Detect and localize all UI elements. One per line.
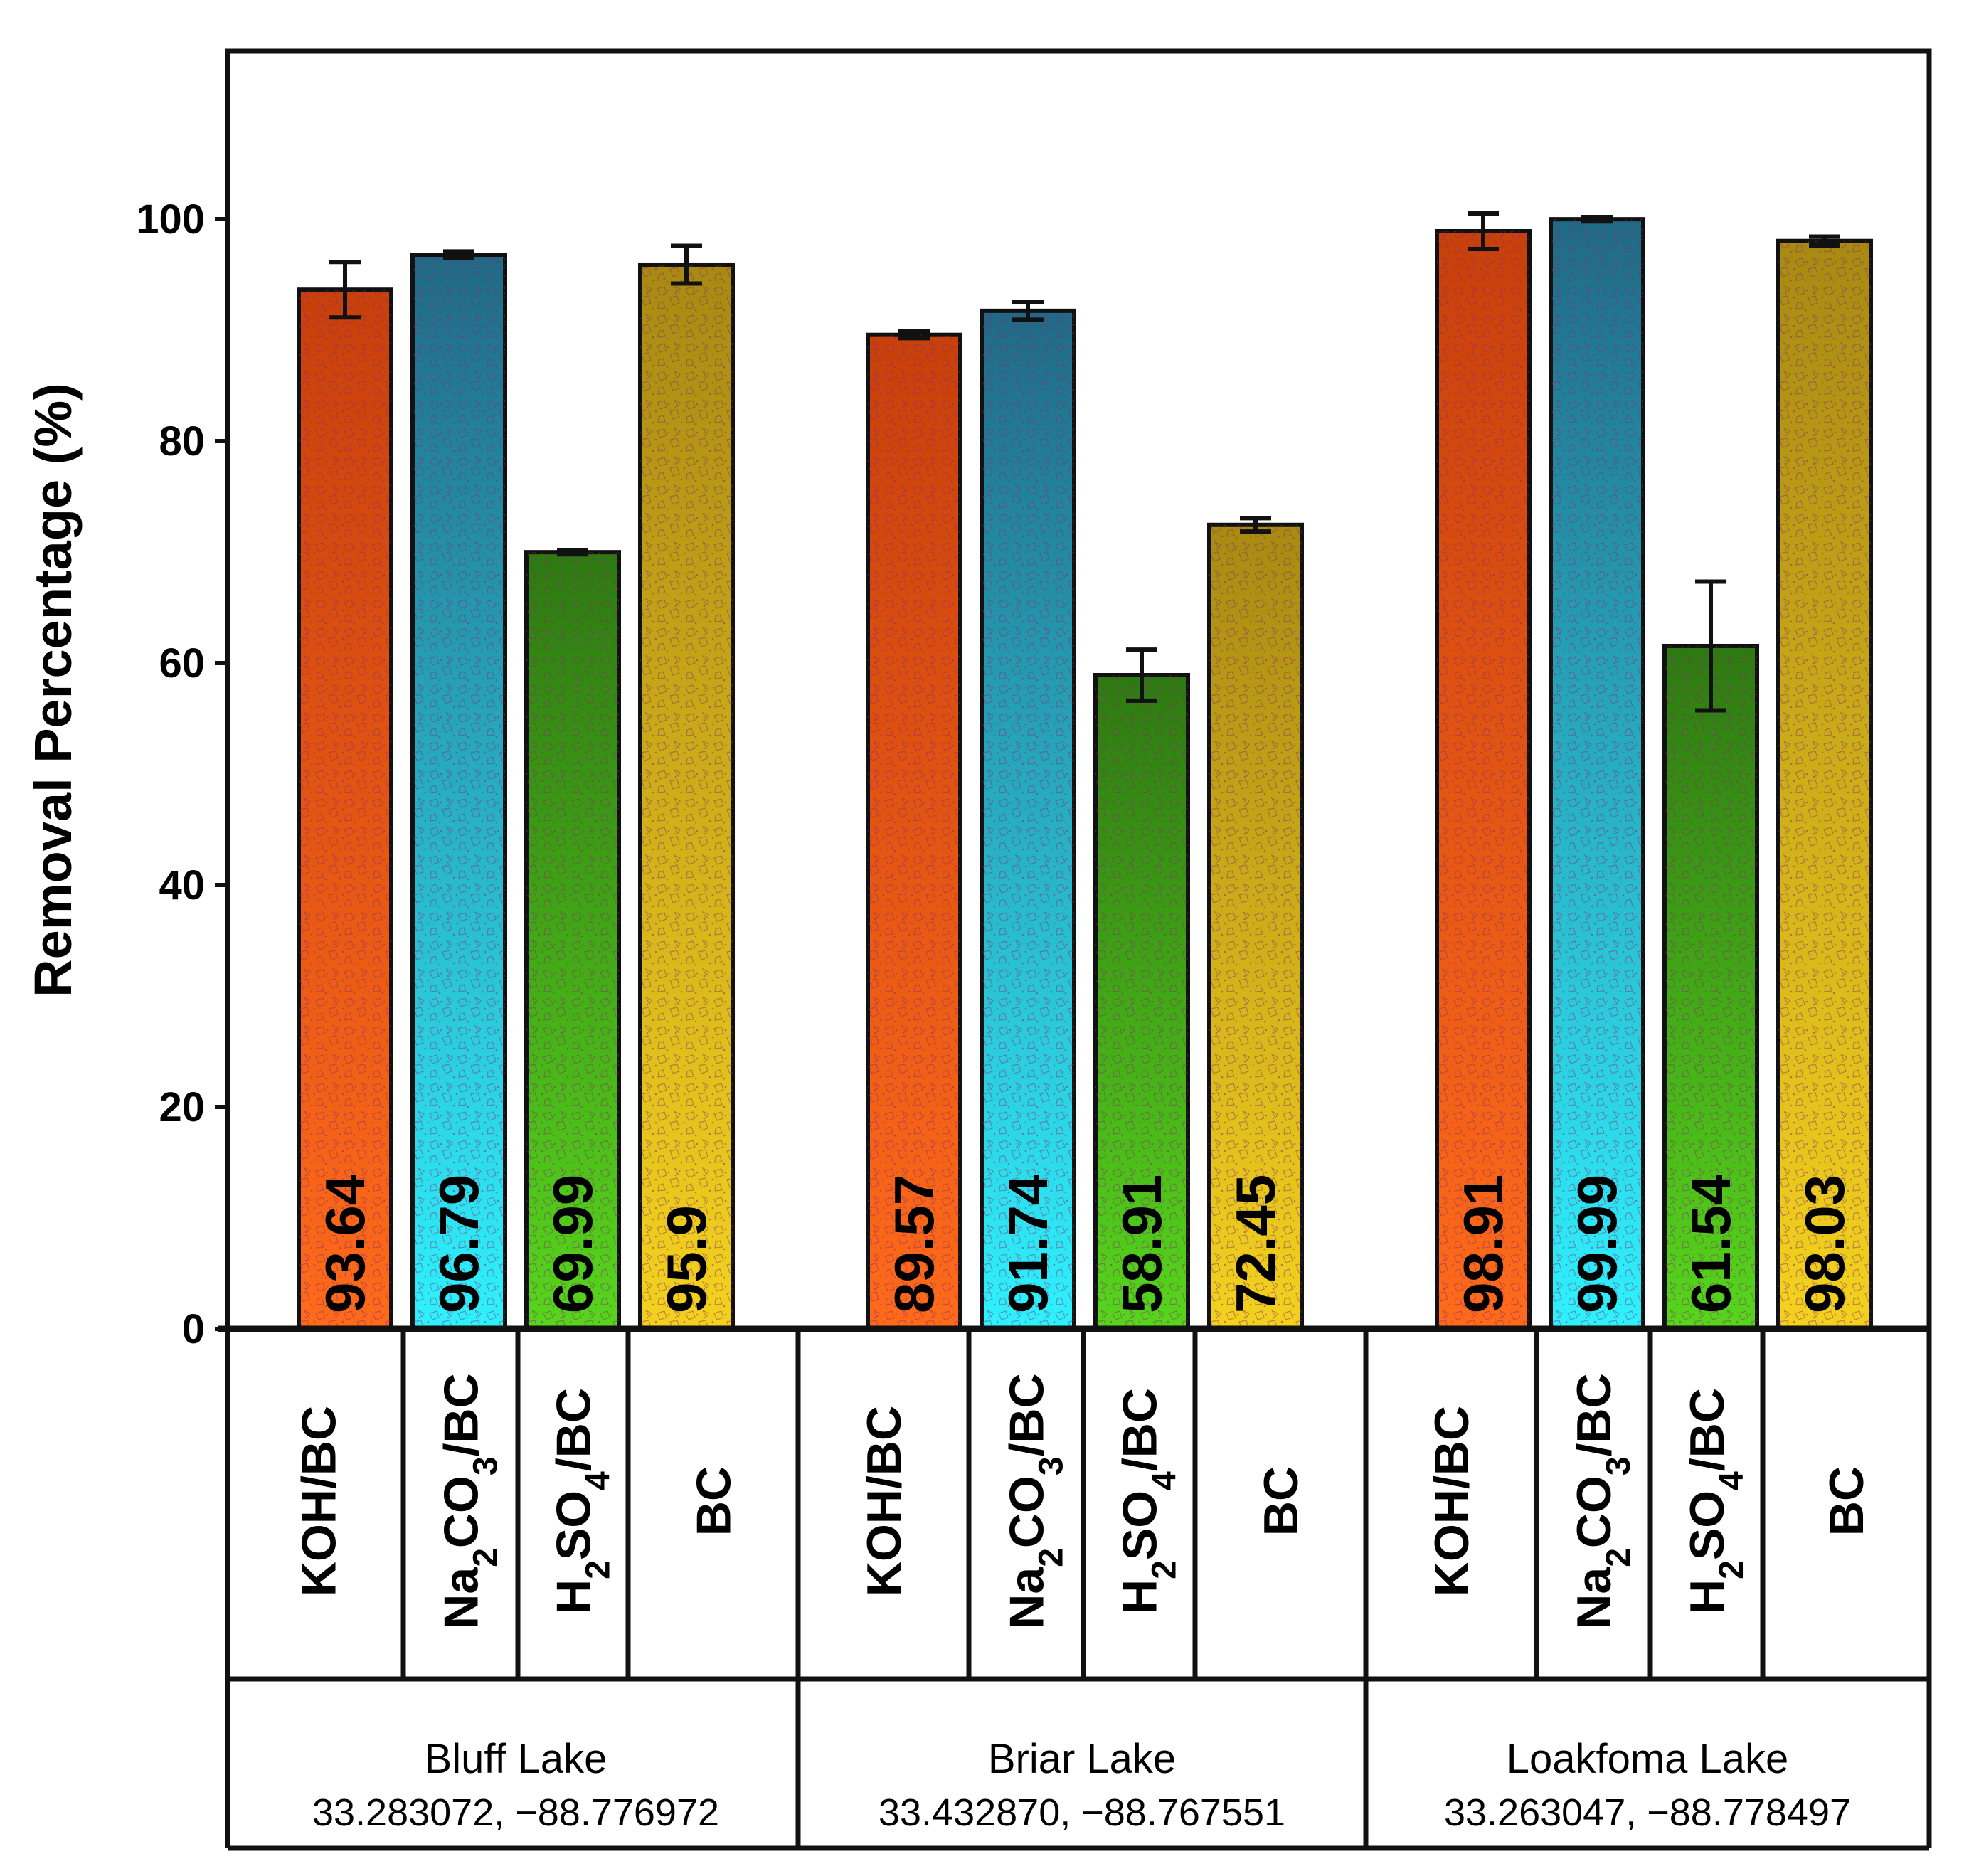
data-label: 58.91 (1110, 1175, 1173, 1313)
y-tick-label: 60 (159, 640, 205, 687)
bar-texture (526, 552, 619, 1329)
category-label: H2SO4/BC (1680, 1388, 1751, 1614)
lake-coordinates: 33.432870, −88.767551 (879, 1791, 1285, 1834)
plot-area: 93.64 96.79 69.99 95.9 89.57 91.74 58.91 72.45 9… (297, 211, 1873, 1332)
error-bar (557, 548, 588, 557)
y-tick-label: 20 (159, 1084, 205, 1130)
error-bar (1012, 300, 1044, 322)
bar-texture (1665, 645, 1757, 1329)
plot-frame (225, 48, 1932, 1329)
data-label: 96.79 (428, 1175, 490, 1313)
error-bar (443, 249, 474, 260)
bar-texture (982, 310, 1074, 1330)
data-label: 95.9 (655, 1205, 718, 1313)
data-label: 91.74 (997, 1175, 1059, 1313)
lake-name: Briar Lake (988, 1736, 1176, 1782)
lake-coordinates: 33.283072, −88.776972 (312, 1791, 719, 1834)
data-label: 61.54 (1679, 1175, 1742, 1313)
category-label: H2SO4/BC (1113, 1388, 1184, 1614)
data-label: 72.45 (1224, 1175, 1287, 1313)
y-tick-label: 40 (159, 862, 205, 908)
y-tick-label: 0 (182, 1306, 205, 1352)
y-tick-label: 80 (159, 418, 205, 465)
error-bar (1695, 579, 1726, 713)
category-label: Na2CO3/BC (435, 1373, 505, 1628)
bar-texture (1437, 231, 1529, 1329)
error-bar (329, 260, 361, 320)
category-table: KOH/BC Na2CO3/BC H2SO4/BC BC Bluff Lake 33.28… (225, 1329, 1932, 1851)
category-label: H2SO4/BC (547, 1388, 617, 1614)
bar-texture (868, 334, 960, 1329)
bar-texture (413, 255, 505, 1330)
error-bar (671, 243, 702, 286)
category-label: KOH/BC (857, 1406, 911, 1596)
data-label: 93.64 (314, 1175, 376, 1313)
category-label: BC (1254, 1466, 1308, 1536)
data-label: 69.99 (541, 1175, 604, 1313)
error-bar (1468, 211, 1499, 251)
data-label: 99.99 (1566, 1175, 1628, 1313)
category-label: Na2CO3/BC (1567, 1373, 1638, 1628)
y-tick-label: 100 (136, 196, 205, 243)
category-label: Na2CO3/BC (1000, 1373, 1071, 1628)
bar-texture (1095, 675, 1188, 1329)
error-bar (1240, 516, 1271, 534)
bar-texture (1209, 524, 1302, 1329)
y-axis: 0 20 40 60 80 100 (136, 48, 1932, 1352)
error-bar (1126, 647, 1157, 703)
category-label: KOH/BC (1425, 1406, 1479, 1596)
y-axis-label: Removal Percentage (%) (23, 383, 83, 997)
bar-texture (1778, 240, 1871, 1330)
lake-name: Loakfoma Lake (1507, 1736, 1789, 1782)
data-label: 98.91 (1452, 1175, 1514, 1313)
error-bar (1581, 215, 1613, 224)
data-label: 89.57 (883, 1175, 945, 1313)
category-label: BC (1820, 1466, 1874, 1536)
lake-coordinates: 33.263047, −88.778497 (1444, 1791, 1851, 1834)
table-grid (225, 1329, 1932, 1851)
category-label: BC (687, 1466, 741, 1536)
data-label: 98.03 (1793, 1175, 1856, 1313)
category-label: KOH/BC (292, 1406, 346, 1596)
error-bar (898, 329, 930, 341)
bar-texture (1551, 219, 1643, 1329)
bar-texture (640, 264, 733, 1330)
bar-texture (299, 290, 391, 1329)
error-bar (1809, 234, 1840, 248)
lake-name: Bluff Lake (425, 1736, 607, 1782)
